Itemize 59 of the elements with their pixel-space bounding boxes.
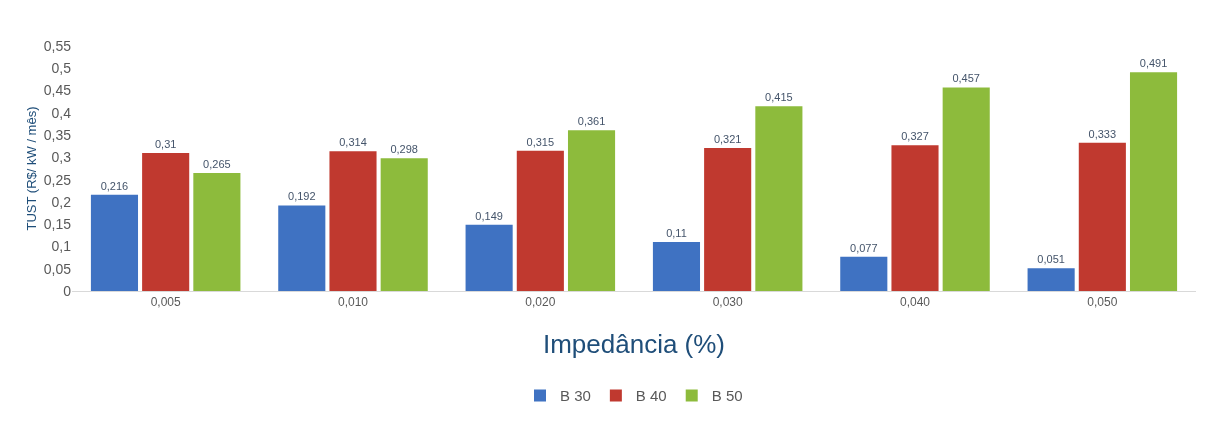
bar — [1129, 72, 1178, 291]
bar — [465, 224, 513, 291]
data-label: 0,457 — [952, 72, 980, 85]
y-tick-label: 0,15 — [43, 216, 72, 233]
legend-label: B 40 — [635, 387, 667, 405]
y-tick-label: 0,4 — [51, 104, 72, 121]
y-tick-label: 0,5 — [51, 60, 72, 77]
bar — [90, 194, 139, 291]
bar — [755, 106, 803, 291]
y-tick-label: 0,05 — [43, 260, 72, 277]
legend-label: B 50 — [711, 387, 743, 405]
data-label: 0,265 — [203, 157, 231, 170]
data-label: 0,315 — [526, 135, 555, 148]
data-label: 0,415 — [765, 91, 793, 104]
y-tick-label: 0,55 — [43, 37, 72, 54]
bar — [142, 152, 190, 291]
data-label: 0,333 — [1088, 127, 1117, 140]
y-axis-title: TUST (R$/ kW / mês) — [24, 106, 39, 231]
x-tick-label: 0,005 — [150, 295, 182, 310]
bar — [193, 172, 241, 291]
y-tick-label: 0,1 — [51, 238, 72, 255]
y-tick-label: 0,2 — [51, 193, 72, 210]
data-label: 0,11 — [666, 227, 687, 239]
data-label: 0,216 — [100, 179, 129, 192]
y-tick-label: 0,25 — [43, 171, 72, 188]
data-label: 0,192 — [288, 190, 316, 203]
bar — [1027, 268, 1075, 291]
bar — [329, 151, 377, 291]
x-axis-title: Impedância (%) — [542, 329, 726, 360]
data-label: 0,051 — [1037, 253, 1065, 266]
x-tick-label: 0,040 — [899, 295, 931, 310]
bar — [942, 87, 990, 291]
data-label: 0,321 — [713, 133, 742, 146]
y-tick-label: 0,3 — [51, 149, 72, 166]
y-tick-label: 0,35 — [43, 126, 72, 143]
data-label: 0,361 — [577, 115, 606, 128]
bar — [516, 150, 564, 291]
bar — [567, 130, 616, 291]
x-tick-label: 0,030 — [712, 295, 744, 310]
bar — [652, 242, 701, 291]
x-tick-label: 0,020 — [525, 295, 556, 310]
bar — [278, 205, 326, 291]
bar — [840, 256, 888, 291]
data-label: 0,298 — [390, 143, 418, 156]
x-tick-label: 0,010 — [337, 295, 369, 310]
legend-label: B 30 — [560, 387, 591, 405]
bar — [380, 158, 428, 291]
data-label: 0,31 — [154, 137, 177, 150]
data-label: 0,491 — [1139, 57, 1168, 70]
y-tick-label: 0 — [63, 282, 72, 299]
y-tick-label: 0,45 — [43, 82, 72, 99]
bar — [704, 148, 752, 291]
data-label: 0,327 — [901, 130, 929, 143]
data-label: 0,314 — [339, 136, 367, 149]
bar — [1078, 142, 1126, 291]
data-label: 0,149 — [475, 209, 503, 222]
data-label: 0,077 — [850, 241, 878, 254]
x-tick-label: 0,050 — [1087, 295, 1118, 310]
bar — [891, 145, 939, 291]
